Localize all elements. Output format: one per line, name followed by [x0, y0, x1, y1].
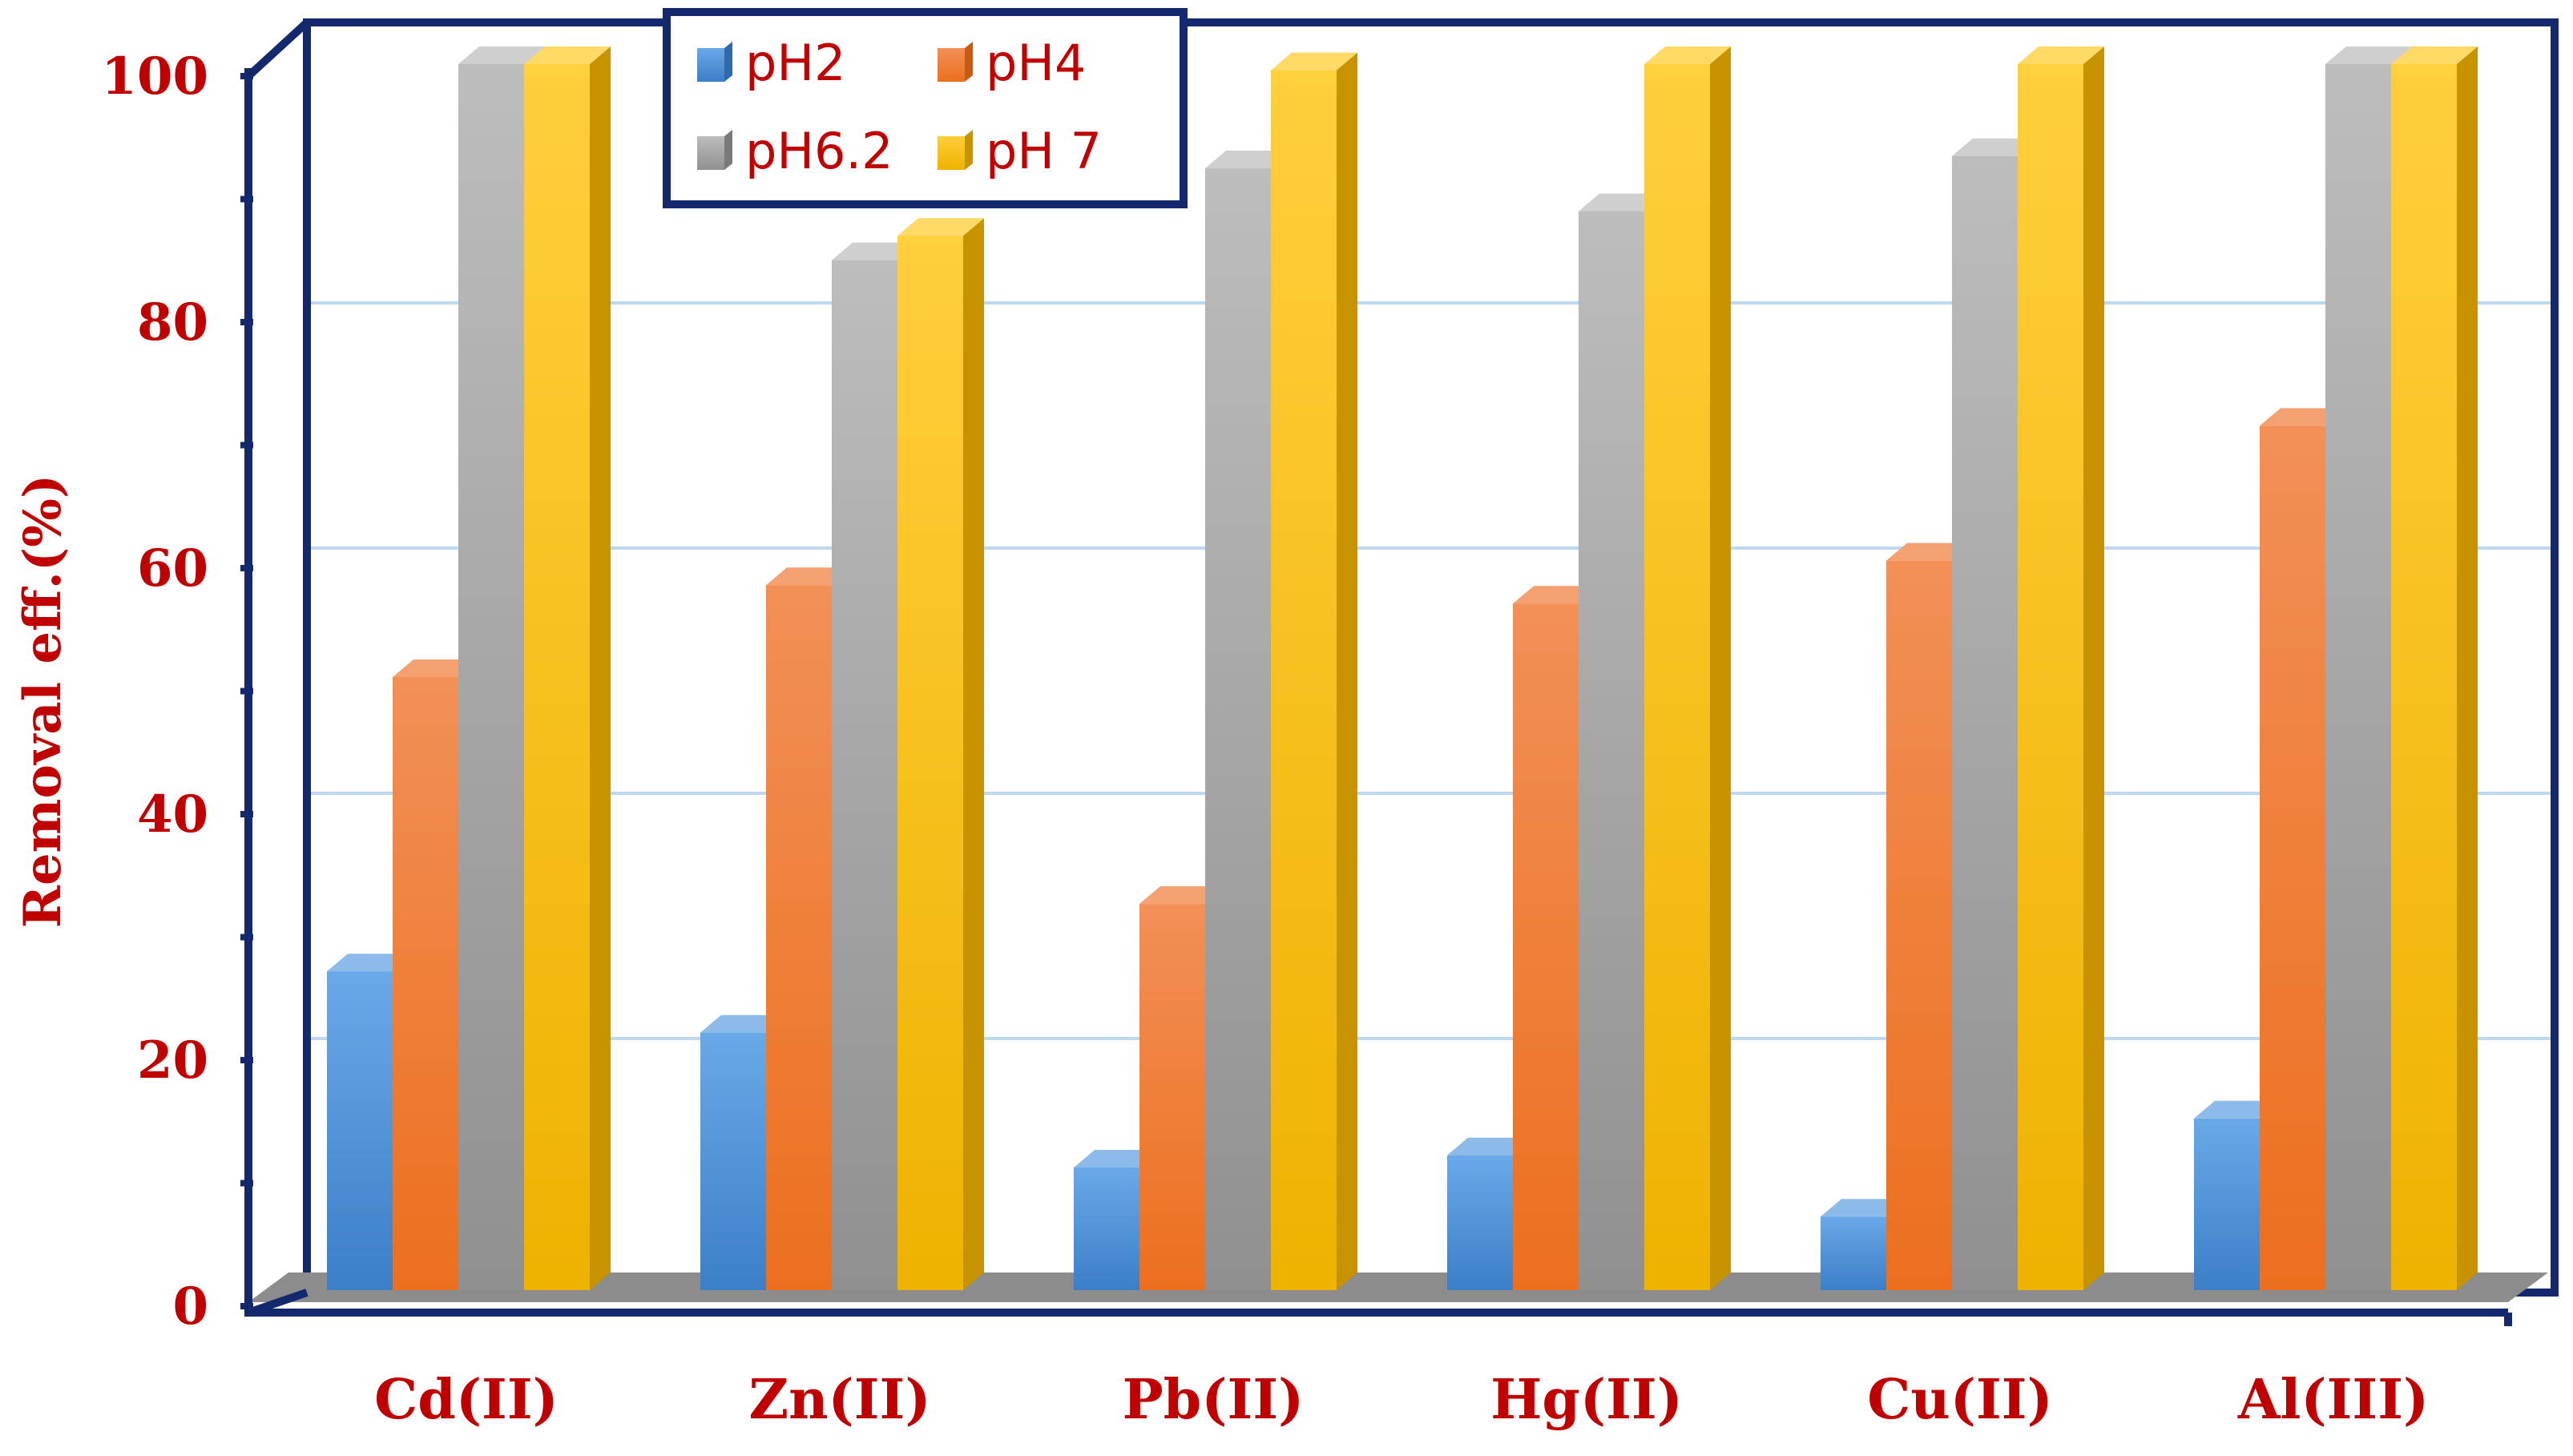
y-tick-label-100: 100	[101, 46, 208, 107]
legend-swatch	[697, 48, 724, 82]
legend: pH2 pH4 pH6.2 pH 7	[663, 8, 1188, 208]
bar-front	[1271, 70, 1337, 1290]
bar-top	[832, 242, 918, 260]
legend-swatch	[938, 48, 965, 82]
bars	[327, 46, 2478, 1291]
x-category-label-4: Cu(II)	[1867, 1368, 2053, 1432]
y-tick-label-80: 80	[137, 292, 208, 353]
legend-item-pH4: pH4	[938, 34, 1086, 92]
depth-edge-top	[245, 19, 310, 79]
bar-top	[1074, 1150, 1160, 1168]
bar-front	[700, 1032, 766, 1290]
bar-top	[2194, 1100, 2281, 1119]
bar-front	[2018, 64, 2083, 1290]
bar-front	[766, 585, 832, 1290]
bar-top	[1886, 542, 1973, 561]
bar-top	[1447, 1137, 1534, 1156]
legend-item-pH2: pH2	[697, 34, 845, 92]
bar-front	[1952, 155, 2018, 1290]
bar-top	[524, 46, 611, 64]
bar-top	[393, 659, 479, 677]
x-category-label-0: Cd(II)	[374, 1368, 559, 1432]
legend-swatch	[697, 136, 724, 170]
x-category-label-3: Hg(II)	[1490, 1368, 1683, 1432]
bar-Cd(II)-pH 7	[524, 46, 611, 1290]
bar-top	[897, 218, 984, 236]
bar-front	[2391, 64, 2457, 1290]
legend-item-pH6.2: pH6.2	[697, 122, 893, 180]
y-tick-label-0: 0	[172, 1277, 208, 1337]
x-category-label-1: Zn(II)	[748, 1368, 930, 1432]
bar-top	[1205, 151, 1292, 169]
bar-top	[1644, 46, 1731, 64]
bar-front	[458, 64, 524, 1290]
bar-front	[2194, 1118, 2260, 1290]
bar-top	[2018, 46, 2104, 64]
bar-top	[2260, 408, 2346, 426]
y-axis-title: Removal eff.(%)	[13, 474, 73, 928]
bar-Hg(II)-pH 7	[1644, 46, 1731, 1290]
legend-item-pH 7: pH 7	[938, 122, 1102, 180]
bar-front	[897, 236, 963, 1291]
x-category-label-5: Al(III)	[2237, 1368, 2429, 1432]
bar-top	[1579, 193, 1665, 212]
bar-front	[832, 260, 897, 1290]
legend-swatch-side	[965, 42, 973, 82]
bar-front	[1886, 560, 1952, 1290]
legend-label: pH4	[986, 34, 1086, 92]
bar-Pb(II)-pH 7	[1271, 52, 1357, 1290]
bar-side	[963, 218, 984, 1291]
y-tick-labels: 0 20 40 60 80 100	[101, 46, 208, 1337]
bar-side	[2083, 46, 2104, 1290]
bar-top	[1513, 586, 1599, 604]
bar-front	[1139, 904, 1205, 1290]
bar-front	[1513, 603, 1579, 1290]
bar-front	[2260, 426, 2325, 1290]
bar-front	[327, 971, 393, 1290]
x-category-label-2: Pb(II)	[1123, 1368, 1305, 1432]
bar-front	[1644, 64, 1710, 1290]
bar-side	[2457, 46, 2478, 1290]
y-tick-label-40: 40	[137, 784, 208, 845]
legend-swatch-side	[724, 130, 732, 170]
bar-top	[766, 567, 853, 586]
bar-top	[458, 46, 545, 64]
bar-front	[1579, 211, 1644, 1291]
bar-front	[1821, 1216, 1886, 1290]
bar-top	[700, 1014, 787, 1033]
bar-top	[1139, 886, 1226, 905]
legend-swatch-side	[724, 42, 732, 82]
bar-top	[1952, 138, 2039, 156]
gridlines	[307, 301, 2555, 1040]
bar-side	[1710, 46, 1731, 1290]
bar-front	[2325, 64, 2391, 1290]
bar-front	[1205, 168, 1271, 1290]
legend-label: pH 7	[986, 122, 1102, 180]
y-tick-marks	[240, 73, 253, 1309]
legend-swatch-side	[965, 130, 973, 170]
bar-top	[327, 954, 413, 972]
bar-front	[1074, 1168, 1139, 1290]
bar-Zn(II)-pH 7	[897, 218, 984, 1291]
bar-top	[2391, 46, 2478, 64]
bar-top	[2325, 46, 2412, 64]
y-tick-label-60: 60	[137, 538, 208, 599]
bar-side	[1337, 52, 1357, 1290]
x-category-labels: Cd(II) Zn(II) Pb(II) Hg(II) Cu(II) Al(III)	[374, 1368, 2429, 1432]
bar-front	[393, 677, 458, 1290]
y-tick-label-20: 20	[137, 1030, 208, 1091]
bar-front	[524, 64, 590, 1290]
bar-Al(III)-pH 7	[2391, 46, 2478, 1290]
bar-side	[590, 46, 611, 1290]
legend-label: pH2	[745, 34, 845, 92]
legend-label: pH6.2	[745, 122, 893, 180]
legend-box	[663, 8, 1188, 208]
bar-Cu(II)-pH 7	[2018, 46, 2104, 1290]
bar-top	[1821, 1199, 1907, 1217]
legend-swatch	[938, 136, 965, 170]
bar-front	[1447, 1155, 1513, 1290]
bar-top	[1271, 52, 1357, 71]
